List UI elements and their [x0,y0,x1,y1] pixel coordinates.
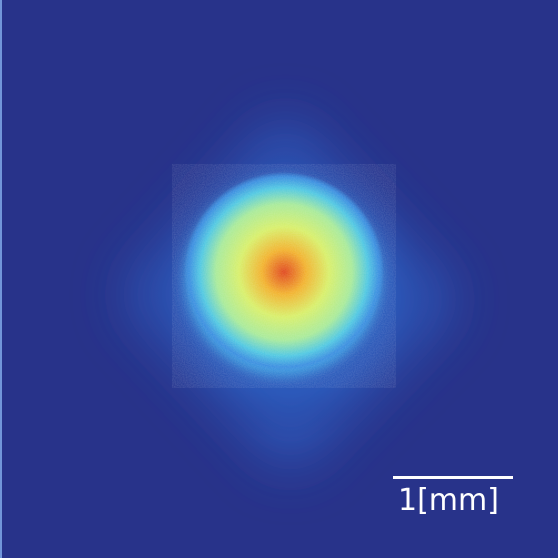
scale-bar [393,476,513,479]
scale-bar-label: 1[mm] [398,483,499,518]
image-left-border [0,0,2,558]
